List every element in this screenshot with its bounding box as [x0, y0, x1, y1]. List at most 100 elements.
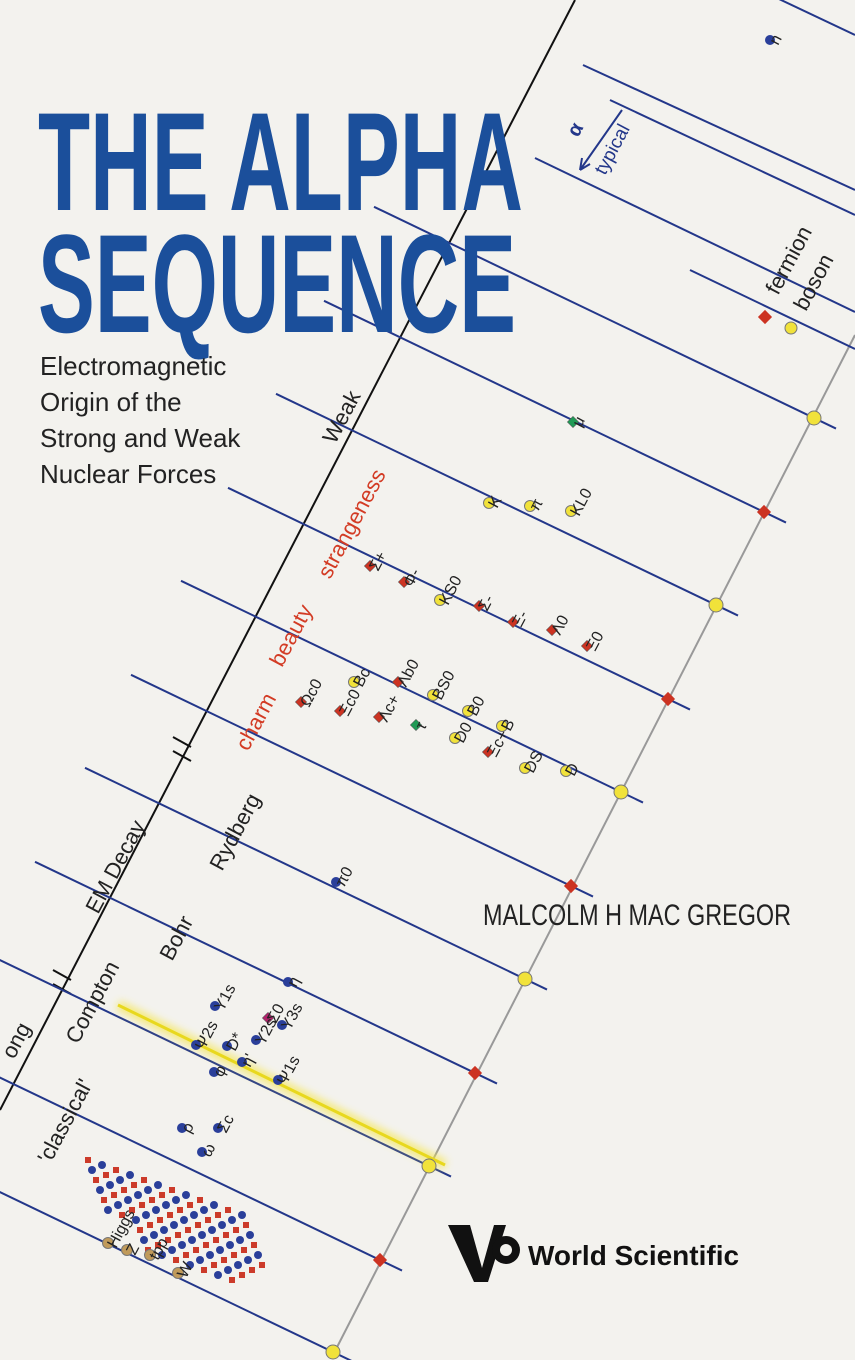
level-line: [0, 1076, 403, 1272]
particle-marker: [765, 35, 775, 45]
cluster-dot: [98, 1161, 106, 1169]
cluster-dot: [208, 1226, 216, 1234]
node: [517, 971, 533, 987]
cluster-dot: [259, 1262, 265, 1268]
particle-marker: [397, 575, 411, 589]
cluster-dot: [160, 1226, 168, 1234]
particle-marker: [191, 1040, 201, 1050]
particle-marker: [565, 505, 577, 517]
cluster-dot: [196, 1256, 204, 1264]
cluster-dot: [96, 1186, 104, 1194]
cluster-dot: [200, 1206, 208, 1214]
arrow: [579, 109, 623, 171]
cluster-dot: [159, 1192, 165, 1198]
particle-marker: [172, 1267, 184, 1279]
particle-marker: [483, 497, 495, 509]
cluster-dot: [206, 1251, 214, 1259]
cluster-dot: [234, 1261, 242, 1269]
particle-marker: [580, 639, 594, 653]
cluster-dot: [238, 1211, 246, 1219]
cluster-dot: [188, 1236, 196, 1244]
cluster-dot: [190, 1211, 198, 1219]
cluster-dot: [132, 1216, 140, 1224]
cluster-dot: [246, 1231, 254, 1239]
cluster-dot: [243, 1222, 249, 1228]
cluster-dot: [203, 1242, 209, 1248]
axis: [0, 0, 576, 1111]
cluster-dot: [211, 1262, 217, 1268]
particle-marker: [481, 745, 495, 759]
cluster-dot: [170, 1221, 178, 1229]
cluster-dot: [233, 1227, 239, 1233]
cluster-dot: [175, 1232, 181, 1238]
cluster-dot: [141, 1177, 147, 1183]
cluster-dot: [228, 1216, 236, 1224]
cluster-dot: [185, 1227, 191, 1233]
cluster-dot: [223, 1232, 229, 1238]
node: [372, 1252, 388, 1268]
cluster-dot: [116, 1176, 124, 1184]
cluster-dot: [103, 1172, 109, 1178]
level-line: [275, 392, 739, 617]
node: [563, 878, 579, 894]
axis-tick: [172, 736, 192, 748]
particle-marker: [391, 675, 405, 689]
author: MALCOLM H MAC GREGOR: [483, 899, 791, 932]
cluster-dot: [225, 1207, 231, 1213]
node: [708, 597, 724, 613]
cluster-dot: [193, 1247, 199, 1253]
node: [756, 504, 772, 520]
particle-marker: [449, 732, 461, 744]
particle-label: Σ-: [476, 592, 498, 613]
level-line: [0, 958, 452, 1178]
subtitle-line: Origin of the: [40, 387, 182, 417]
particle-marker: [524, 500, 536, 512]
subtitle-line: Electromagnetic: [40, 351, 226, 381]
level-line: [373, 205, 837, 430]
cluster-dot: [113, 1167, 119, 1173]
cluster-dot: [139, 1202, 145, 1208]
cluster-dot: [231, 1252, 237, 1258]
cluster-dot: [126, 1171, 134, 1179]
particle-marker: [277, 1020, 287, 1030]
particle-marker: [222, 1041, 232, 1051]
legend-marker: [757, 309, 773, 325]
particle-marker: [213, 1123, 223, 1133]
cluster-dot: [221, 1257, 227, 1263]
cluster-dot: [137, 1227, 143, 1233]
axis-tick: [52, 969, 72, 981]
level-line: [323, 299, 787, 524]
particle-marker: [506, 615, 520, 629]
cluster-dot: [106, 1181, 114, 1189]
cluster-dot: [236, 1236, 244, 1244]
cluster-dot: [173, 1257, 179, 1263]
cluster-dot: [210, 1201, 218, 1209]
particle-marker: [251, 1035, 261, 1045]
particle-marker: [197, 1147, 207, 1157]
particle-marker: [496, 720, 508, 732]
title-line: SEQUENCE: [38, 205, 516, 362]
particle-marker: [409, 718, 423, 732]
cluster-dot: [216, 1246, 224, 1254]
particle-marker: [121, 1244, 133, 1256]
particle-label: Ξ-: [510, 608, 532, 630]
particle-marker: [273, 1075, 283, 1085]
legend-marker: [784, 321, 798, 335]
publisher: World Scientific: [528, 1240, 739, 1271]
particle-marker: [566, 415, 580, 429]
particle-marker: [209, 1067, 219, 1077]
level-line: [778, 0, 855, 36]
cluster-dot: [197, 1197, 203, 1203]
cluster-dot: [167, 1212, 173, 1218]
subtitle-line: Strong and Weak: [40, 423, 241, 453]
particle-marker: [144, 1249, 156, 1261]
cluster-dot: [215, 1212, 221, 1218]
cluster-dot: [195, 1222, 201, 1228]
cluster-dot: [157, 1217, 163, 1223]
cluster-dot: [241, 1247, 247, 1253]
particle-marker: [434, 594, 446, 606]
particle-marker: [331, 877, 341, 887]
node: [660, 691, 676, 707]
particle-label: Σ0: [265, 1001, 289, 1026]
particle-marker: [294, 695, 308, 709]
